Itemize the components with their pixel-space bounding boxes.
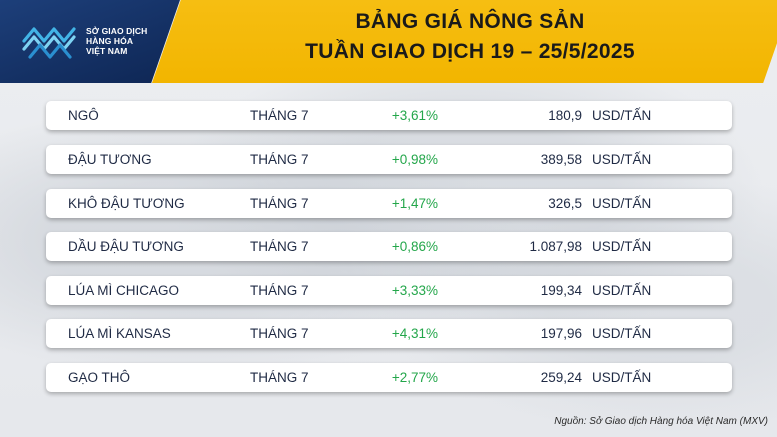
price-value: 326,5 — [548, 196, 582, 211]
price-value: 199,34 — [540, 283, 582, 298]
price-change: +3,61% — [391, 108, 438, 123]
logo-line-2: HÀNG HÓA — [86, 36, 134, 46]
commodity-name: KHÔ ĐẬU TƯƠNG — [68, 196, 185, 211]
price-unit: USD/TẤN — [592, 283, 652, 298]
commodity-name: NGÔ — [68, 108, 99, 123]
contract-month: THÁNG 7 — [250, 326, 309, 341]
price-unit: USD/TẤN — [592, 108, 652, 123]
contract-month: THÁNG 7 — [250, 152, 309, 167]
table-row: NGÔ THÁNG 7 +3,61% 180,9 USD/TẤN — [46, 101, 732, 130]
contract-month: THÁNG 7 — [250, 196, 309, 211]
title-banner — [152, 0, 777, 83]
table-row: LÚA MÌ KANSAS THÁNG 7 +4,31% 197,96 USD/… — [46, 319, 732, 348]
commodity-name: ĐẬU TƯƠNG — [68, 152, 152, 167]
price-value: 197,96 — [540, 326, 582, 341]
price-change: +0,98% — [391, 152, 438, 167]
header-banner: SỞ GIAO DỊCH HÀNG HÓA VIỆT NAM BẢNG GIÁ … — [0, 0, 777, 83]
price-value: 180,9 — [548, 108, 582, 123]
price-value: 259,24 — [540, 370, 582, 385]
price-change: +0,86% — [391, 239, 438, 254]
logo-line-3: VIỆT NAM — [86, 46, 128, 56]
table-row: DẦU ĐẬU TƯƠNG THÁNG 7 +0,86% 1.087,98 US… — [46, 232, 732, 261]
table-row: KHÔ ĐẬU TƯƠNG THÁNG 7 +1,47% 326,5 USD/T… — [46, 189, 732, 218]
commodity-name: LÚA MÌ CHICAGO — [68, 283, 180, 298]
page-subtitle: TUẦN GIAO DỊCH 19 – 25/5/2025 — [305, 40, 635, 63]
contract-month: THÁNG 7 — [250, 239, 309, 254]
commodity-name: GẠO THÔ — [68, 370, 131, 385]
logo-text: SỞ GIAO DỊCH HÀNG HÓA VIỆT NAM — [86, 26, 147, 56]
table-row: ĐẬU TƯƠNG THÁNG 7 +0,98% 389,58 USD/TẤN — [46, 145, 732, 174]
contract-month: THÁNG 7 — [250, 283, 309, 298]
price-unit: USD/TẤN — [592, 370, 652, 385]
price-unit: USD/TẤN — [592, 326, 652, 341]
commodity-name: DẦU ĐẬU TƯƠNG — [68, 239, 184, 254]
table-row: GẠO THÔ THÁNG 7 +2,77% 259,24 USD/TẤN — [46, 363, 732, 392]
source-note: Nguồn: Sở Giao dịch Hàng hóa Việt Nam (M… — [554, 416, 768, 427]
contract-month: THÁNG 7 — [250, 370, 309, 385]
price-change: +4,31% — [391, 326, 438, 341]
price-unit: USD/TẤN — [592, 239, 652, 254]
mxv-logo-icon — [22, 27, 76, 59]
contract-month: THÁNG 7 — [250, 108, 309, 123]
price-change: +3,33% — [391, 283, 438, 298]
commodity-name: LÚA MÌ KANSAS — [68, 326, 171, 341]
price-unit: USD/TẤN — [592, 152, 652, 167]
price-change: +2,77% — [391, 370, 438, 385]
price-change: +1,47% — [391, 196, 438, 211]
table-row: LÚA MÌ CHICAGO THÁNG 7 +3,33% 199,34 USD… — [46, 276, 732, 305]
logo-line-1: SỞ GIAO DỊCH — [86, 26, 148, 36]
price-unit: USD/TẤN — [592, 196, 652, 211]
page-title: BẢNG GIÁ NÔNG SẢN — [355, 10, 585, 33]
price-value: 1.087,98 — [529, 239, 582, 254]
price-value: 389,58 — [540, 152, 582, 167]
